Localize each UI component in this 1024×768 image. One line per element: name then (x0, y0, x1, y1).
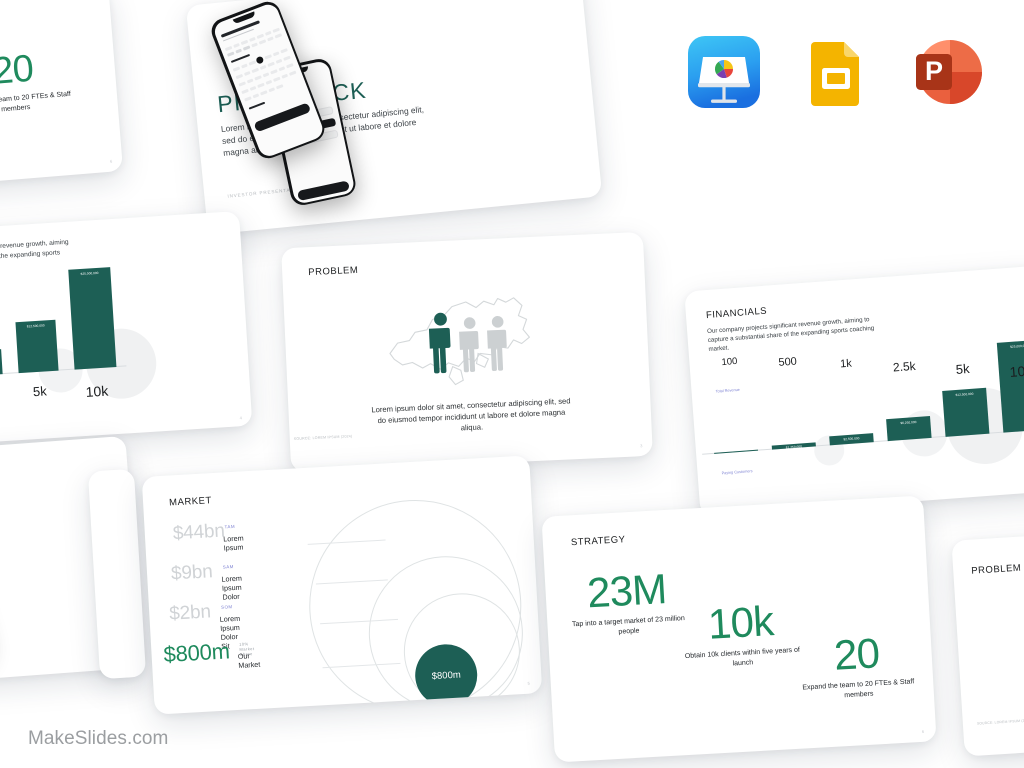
strategy-number: 20 (832, 629, 881, 679)
bar-value-label: $2,500,000 (843, 436, 860, 442)
bar-chart-financials-crop: $2,500,000 $6,250,000 $12,500,000 $25,00… (0, 265, 127, 400)
strategy-metric-2: 10k Obtain 10k clients within five years… (675, 597, 809, 672)
market-value: $2bn (168, 601, 212, 625)
bar-5k: $12,500,000 (15, 319, 59, 374)
google-slides-icon[interactable] (798, 34, 874, 110)
slide-card-financials[interactable]: FINANCIALS Our company projects signific… (684, 264, 1024, 518)
bar-value-label: $1,250,000 (785, 443, 803, 450)
bar-2-5k: $6,250,000 (0, 349, 3, 377)
market-value: $800m (162, 638, 231, 668)
market-tag: SOM (220, 604, 233, 610)
problem-edge-source: Source: Lorem Ipsum (2024) (976, 718, 1024, 726)
export-format-icons: P (686, 34, 986, 118)
slide-card-problem[interactable]: PROBLEM (281, 231, 653, 473)
financials-title: FINANCIALS (705, 305, 768, 322)
market-tag: SAM (222, 564, 235, 570)
powerpoint-glyph: P (925, 56, 943, 86)
strategy-crop-caption: Expand the team to 20 FTEs & Staff membe… (0, 90, 72, 114)
keynote-icon[interactable] (686, 34, 762, 110)
bar-1k: $2,500,000 (829, 433, 874, 446)
person-figure-highlighted-icon (428, 312, 451, 374)
category-label: 5k (955, 360, 971, 377)
strategy-number: 10k (706, 597, 775, 648)
problem-body: Lorem ipsum dolor sit amet, consectetur … (371, 396, 571, 433)
problem-source: Source: Lorem Ipsum (2024) (293, 434, 353, 441)
category-label: 1k (839, 357, 853, 371)
market-name: Our Market (237, 651, 261, 670)
strategy-title: STRATEGY (570, 534, 626, 549)
x-axis-label: Paying Customers (721, 469, 753, 476)
bar-value-label: $25,000,000 (80, 270, 99, 277)
bar-value-label: $6,250,000 (900, 419, 917, 426)
category-label: 10k (1009, 362, 1024, 380)
site-watermark: MakeSlides.com (28, 728, 169, 749)
bar-value-label: $12,500,000 (955, 391, 974, 398)
phone1-next-month-label (248, 101, 266, 110)
page-number: 6 (921, 728, 925, 734)
market-title: MARKET (168, 495, 213, 509)
person-figure-muted-icon (458, 317, 479, 373)
slide-card-strategy-crop[interactable]: k s within nch 20 Expand the team to 20 … (0, 0, 124, 189)
market-name: Lorem Ipsum Dolor (221, 573, 243, 602)
strategy-crop-number: 20 (0, 47, 35, 93)
page-number: 5 (527, 680, 530, 686)
strategy-caption: Expand the team to 20 FTEs & Staff membe… (802, 678, 915, 700)
bar-value-label: $25,000,000 (1010, 343, 1024, 349)
slide-card-strategy[interactable]: STRATEGY 23M Tap into a target market of… (541, 495, 937, 763)
problem-title: PROBLEM (307, 264, 359, 279)
category-label: 10k (85, 382, 109, 400)
page-number: 3 (640, 443, 643, 449)
bar-100 (714, 449, 759, 454)
bar-10k: $25,000,000 (68, 267, 117, 370)
bar-500: $1,250,000 (771, 442, 816, 450)
slide-card-market[interactable]: MARKET $800m $44bn TAM Lorem Ipsum $9bn … (141, 455, 543, 715)
map-illustration (379, 284, 550, 395)
market-name: Lorem Ipsum (222, 533, 244, 553)
category-label: 500 (778, 355, 798, 369)
slide-card-financials-crop[interactable]: Our company projects significant revenue… (0, 210, 253, 449)
bar-2-5k: $6,250,000 (886, 415, 932, 442)
phone1-heading-bar (220, 19, 261, 38)
strategy-metric-3: 20 Expand the team to 20 FTEs & Staff me… (791, 629, 925, 704)
bar-10k: $25,000,000 (996, 339, 1024, 433)
category-label: 2.5k (892, 358, 917, 375)
market-value: $9bn (170, 561, 214, 585)
slide-card-problem-edge[interactable]: PROBLEM Source: Lorem Ipsum (2024) (951, 531, 1024, 757)
person-figure-muted-icon (486, 316, 507, 371)
bar-value-label: $12,500,000 (26, 323, 45, 329)
bar-5k: $12,500,000 (942, 387, 990, 437)
page-number: 4 (239, 415, 243, 421)
market-tag: TAM (224, 523, 236, 530)
strategy-caption: Obtain 10k clients within five years of … (684, 646, 801, 668)
category-label: 5k (32, 383, 48, 400)
powerpoint-icon[interactable]: P (910, 34, 986, 110)
phone1-next-button[interactable] (253, 101, 311, 132)
problem-edge-title: PROBLEM (970, 562, 1022, 577)
market-value: $44bn (172, 520, 226, 545)
page-number: 6 (109, 158, 113, 164)
market-core-label: $800m (431, 669, 462, 682)
category-label: 100 (721, 355, 738, 369)
